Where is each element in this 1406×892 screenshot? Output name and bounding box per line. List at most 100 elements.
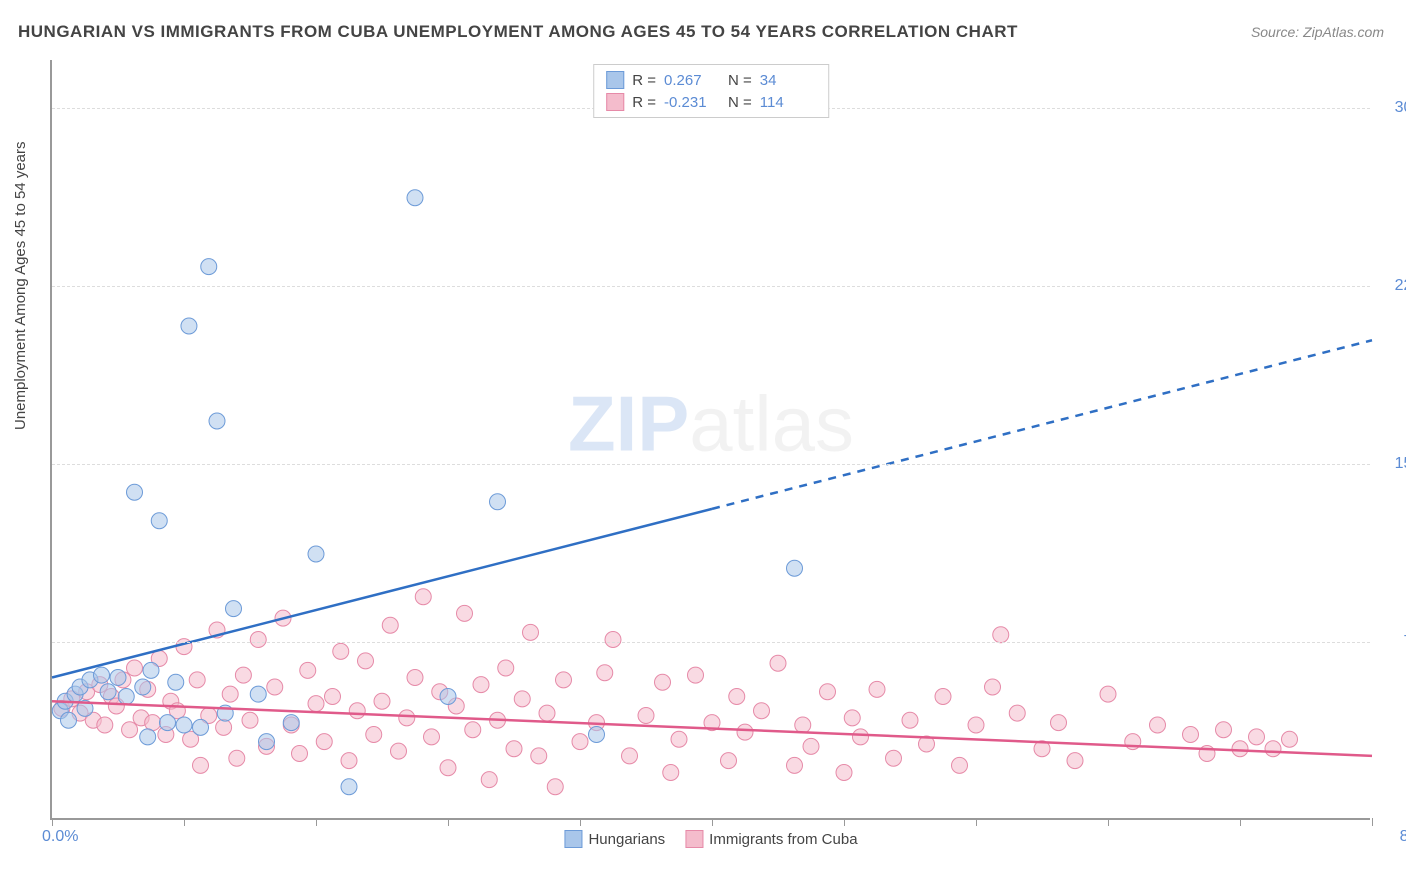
- legend-r-label: R =: [632, 94, 656, 111]
- scatter-point: [729, 689, 745, 705]
- scatter-point: [655, 674, 671, 690]
- scatter-point: [605, 632, 621, 648]
- grid-line: [52, 464, 1370, 465]
- scatter-point: [235, 667, 251, 683]
- scatter-point: [1282, 731, 1298, 747]
- trend-line-dashed: [712, 340, 1372, 509]
- scatter-point: [250, 632, 266, 648]
- correlation-legend: R = 0.267 N = 34 R = -0.231 N = 114: [593, 64, 829, 118]
- scatter-point: [176, 717, 192, 733]
- scatter-point: [216, 719, 232, 735]
- scatter-point: [514, 691, 530, 707]
- scatter-point: [118, 689, 134, 705]
- scatter-point: [250, 686, 266, 702]
- scatter-point: [844, 710, 860, 726]
- scatter-point: [787, 560, 803, 576]
- scatter-point: [754, 703, 770, 719]
- x-tick: [316, 818, 317, 826]
- scatter-point: [622, 748, 638, 764]
- scatter-point: [358, 653, 374, 669]
- scatter-point: [189, 672, 205, 688]
- x-max-label: 80.0%: [1400, 828, 1406, 846]
- scatter-point: [168, 674, 184, 690]
- y-axis-label: Unemployment Among Ages 45 to 54 years: [12, 141, 29, 430]
- scatter-point: [201, 259, 217, 275]
- series-legend: Hungarians Immigrants from Cuba: [564, 830, 857, 848]
- scatter-point: [440, 760, 456, 776]
- legend-row-cuba: R = -0.231 N = 114: [606, 91, 816, 113]
- scatter-point: [242, 712, 258, 728]
- scatter-point: [1150, 717, 1166, 733]
- x-origin-label: 0.0%: [42, 828, 78, 846]
- scatter-point: [122, 722, 138, 738]
- scatter-point: [308, 696, 324, 712]
- y-tick-label: 30.0%: [1380, 99, 1406, 117]
- legend-n-label: N =: [728, 94, 752, 111]
- scatter-point: [721, 753, 737, 769]
- scatter-point: [333, 643, 349, 659]
- scatter-point: [663, 765, 679, 781]
- source-attribution: Source: ZipAtlas.com: [1251, 24, 1384, 40]
- scatter-point: [671, 731, 687, 747]
- scatter-point: [127, 484, 143, 500]
- scatter-point: [869, 681, 885, 697]
- scatter-point: [97, 717, 113, 733]
- scatter-point: [424, 729, 440, 745]
- scatter-point: [100, 684, 116, 700]
- scatter-point: [407, 670, 423, 686]
- scatter-point: [638, 708, 654, 724]
- scatter-point: [1216, 722, 1232, 738]
- scatter-point: [993, 627, 1009, 643]
- scatter-point: [341, 779, 357, 795]
- scatter-point: [110, 670, 126, 686]
- scatter-point: [1232, 741, 1248, 757]
- scatter-point: [952, 757, 968, 773]
- scatter-point: [140, 729, 156, 745]
- scatter-point: [1009, 705, 1025, 721]
- scatter-point: [498, 660, 514, 676]
- scatter-point: [349, 703, 365, 719]
- trend-line-solid: [52, 509, 712, 678]
- scatter-point: [539, 705, 555, 721]
- x-tick: [184, 818, 185, 826]
- scatter-point: [292, 746, 308, 762]
- scatter-point: [481, 772, 497, 788]
- legend-swatch-cuba: [606, 93, 624, 111]
- chart-title: HUNGARIAN VS IMMIGRANTS FROM CUBA UNEMPL…: [18, 22, 1018, 42]
- scatter-point: [399, 710, 415, 726]
- x-tick: [52, 818, 53, 826]
- scatter-point: [193, 757, 209, 773]
- scatter-point: [193, 719, 209, 735]
- scatter-point: [382, 617, 398, 633]
- y-tick-label: 15.0%: [1380, 455, 1406, 473]
- scatter-point: [1051, 715, 1067, 731]
- scatter-point: [160, 715, 176, 731]
- scatter-point: [473, 677, 489, 693]
- scatter-point: [597, 665, 613, 681]
- scatter-point: [490, 494, 506, 510]
- scatter-point: [325, 689, 341, 705]
- x-tick: [1240, 818, 1241, 826]
- scatter-point: [300, 662, 316, 678]
- scatter-point: [226, 601, 242, 617]
- x-tick: [976, 818, 977, 826]
- scatter-point: [407, 190, 423, 206]
- scatter-point: [572, 734, 588, 750]
- legend-n-value-hungarians: 34: [760, 72, 816, 89]
- scatter-point: [688, 667, 704, 683]
- scatter-point: [143, 662, 159, 678]
- scatter-point: [61, 712, 77, 728]
- scatter-point: [803, 738, 819, 754]
- legend-label-cuba: Immigrants from Cuba: [709, 831, 857, 848]
- scatter-point: [283, 715, 299, 731]
- legend-row-hungarians: R = 0.267 N = 34: [606, 69, 816, 91]
- scatter-point: [737, 724, 753, 740]
- x-tick: [448, 818, 449, 826]
- scatter-point: [457, 605, 473, 621]
- legend-swatch-cuba: [685, 830, 703, 848]
- scatter-point: [531, 748, 547, 764]
- scatter-point: [886, 750, 902, 766]
- scatter-point: [1265, 741, 1281, 757]
- y-tick-label: 7.5%: [1380, 633, 1406, 651]
- scatter-point: [415, 589, 431, 605]
